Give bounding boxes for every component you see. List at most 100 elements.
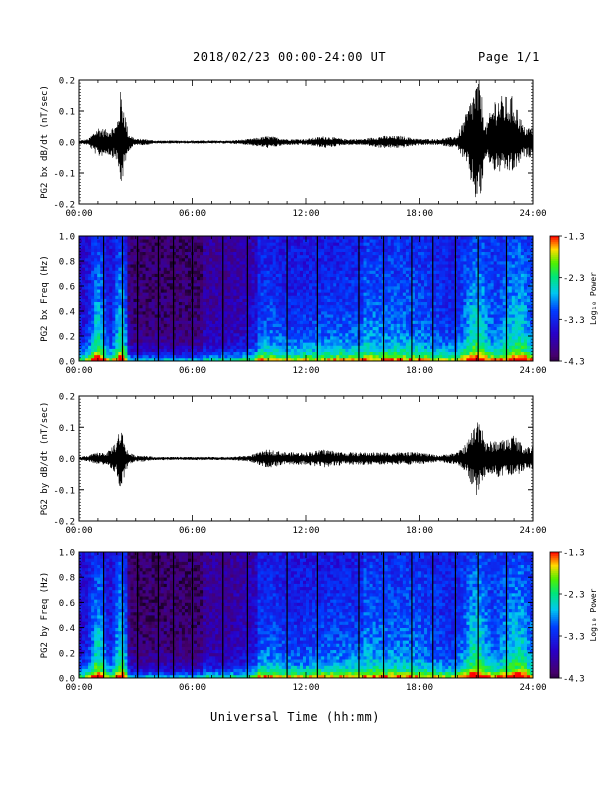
heat-cell [94,236,98,240]
heat-cell [348,332,352,337]
heat-cell [387,317,392,321]
heat-cell [296,304,301,309]
heat-cell [366,292,370,296]
heat-cell [354,282,358,287]
heat-cell [233,307,237,312]
heat-cell [133,301,137,306]
heat-cell [230,339,234,343]
heat-cell [109,326,113,331]
heat-cell [393,345,398,349]
heat-cell [148,282,153,287]
heat-cell [139,295,143,299]
heat-cell [85,354,89,359]
heat-cell [263,242,268,246]
heat-cell [424,267,428,271]
heat-cell [363,295,367,299]
heat-cell [203,320,207,324]
heat-cell [424,264,428,268]
heat-cell [106,245,110,249]
heat-cell [187,317,192,321]
heat-cell [278,342,283,346]
heat-cell [166,257,171,262]
heat-cell [172,267,177,271]
heat-cell [197,264,201,268]
heat-cell [142,267,146,271]
heat-cell [251,332,255,337]
heat-cell [97,311,101,315]
heat-cell [354,242,358,246]
heat-cell [172,295,177,299]
heat-cell [157,339,162,343]
heat-cell [390,248,395,253]
heat-cell [145,345,150,349]
heat-cell [227,307,231,312]
heat-cell [157,329,162,334]
heat-cell [269,251,274,256]
heat-cell [348,289,352,293]
heat-cell [330,314,334,318]
heat-cell [272,257,277,262]
heat-cell [163,295,168,299]
heat-cell [260,276,265,281]
heat-cell [417,261,422,265]
heat-cell [287,289,292,293]
heat-cell [157,314,162,318]
heat-cell [130,248,134,253]
heat-cell [124,248,128,253]
heat-cell [224,282,228,287]
heat-cell [299,342,304,346]
heat-cell [94,270,98,274]
heat-cell [151,357,156,362]
heat-cell [351,236,355,240]
heat-cell [163,326,168,331]
heat-cell [251,317,255,321]
heat-cell [411,348,416,353]
heat-cell [342,348,346,353]
heat-cell [115,317,119,321]
heat-cell [94,357,98,362]
heat-cell [88,332,92,337]
heat-cell [187,239,192,243]
heat-cell [94,257,98,262]
heat-cell [103,311,107,315]
heat-cell [360,289,364,293]
heat-cell [145,304,150,309]
heat-cell [281,329,286,334]
heat-cell [97,279,101,284]
heat-cell [85,332,89,337]
heat-cell [145,351,150,356]
heat-cell [79,323,83,328]
heat-cell [312,357,316,362]
heat-cell [209,348,213,353]
heat-cell [366,357,370,362]
heat-cell [127,326,131,331]
heat-cell [151,307,156,312]
heat-cell [112,326,116,331]
heat-cell [414,354,419,359]
heat-cell [290,289,295,293]
heat-cell [79,298,83,303]
heat-cell [293,326,298,331]
heat-cell [139,289,143,293]
heat-cell [269,329,274,334]
heat-cell [91,248,95,253]
heat-cell [369,348,373,353]
heat-cell [145,270,150,274]
heat-cell [430,289,434,293]
heat-cell [124,317,128,321]
heat-cell [312,320,316,324]
heat-cell [163,320,168,324]
heat-cell [269,282,274,287]
heat-cell [263,329,268,334]
heat-cell [148,348,153,353]
heat-cell [351,357,355,362]
heat-cell [290,276,295,281]
heat-cell [260,342,265,346]
heat-cell [82,336,86,340]
heat-cell [366,332,370,337]
heat-cell [230,282,234,287]
heat-cell [296,251,301,256]
heat-cell [106,354,110,359]
heat-cell [154,289,159,293]
heat-cell [206,298,210,303]
